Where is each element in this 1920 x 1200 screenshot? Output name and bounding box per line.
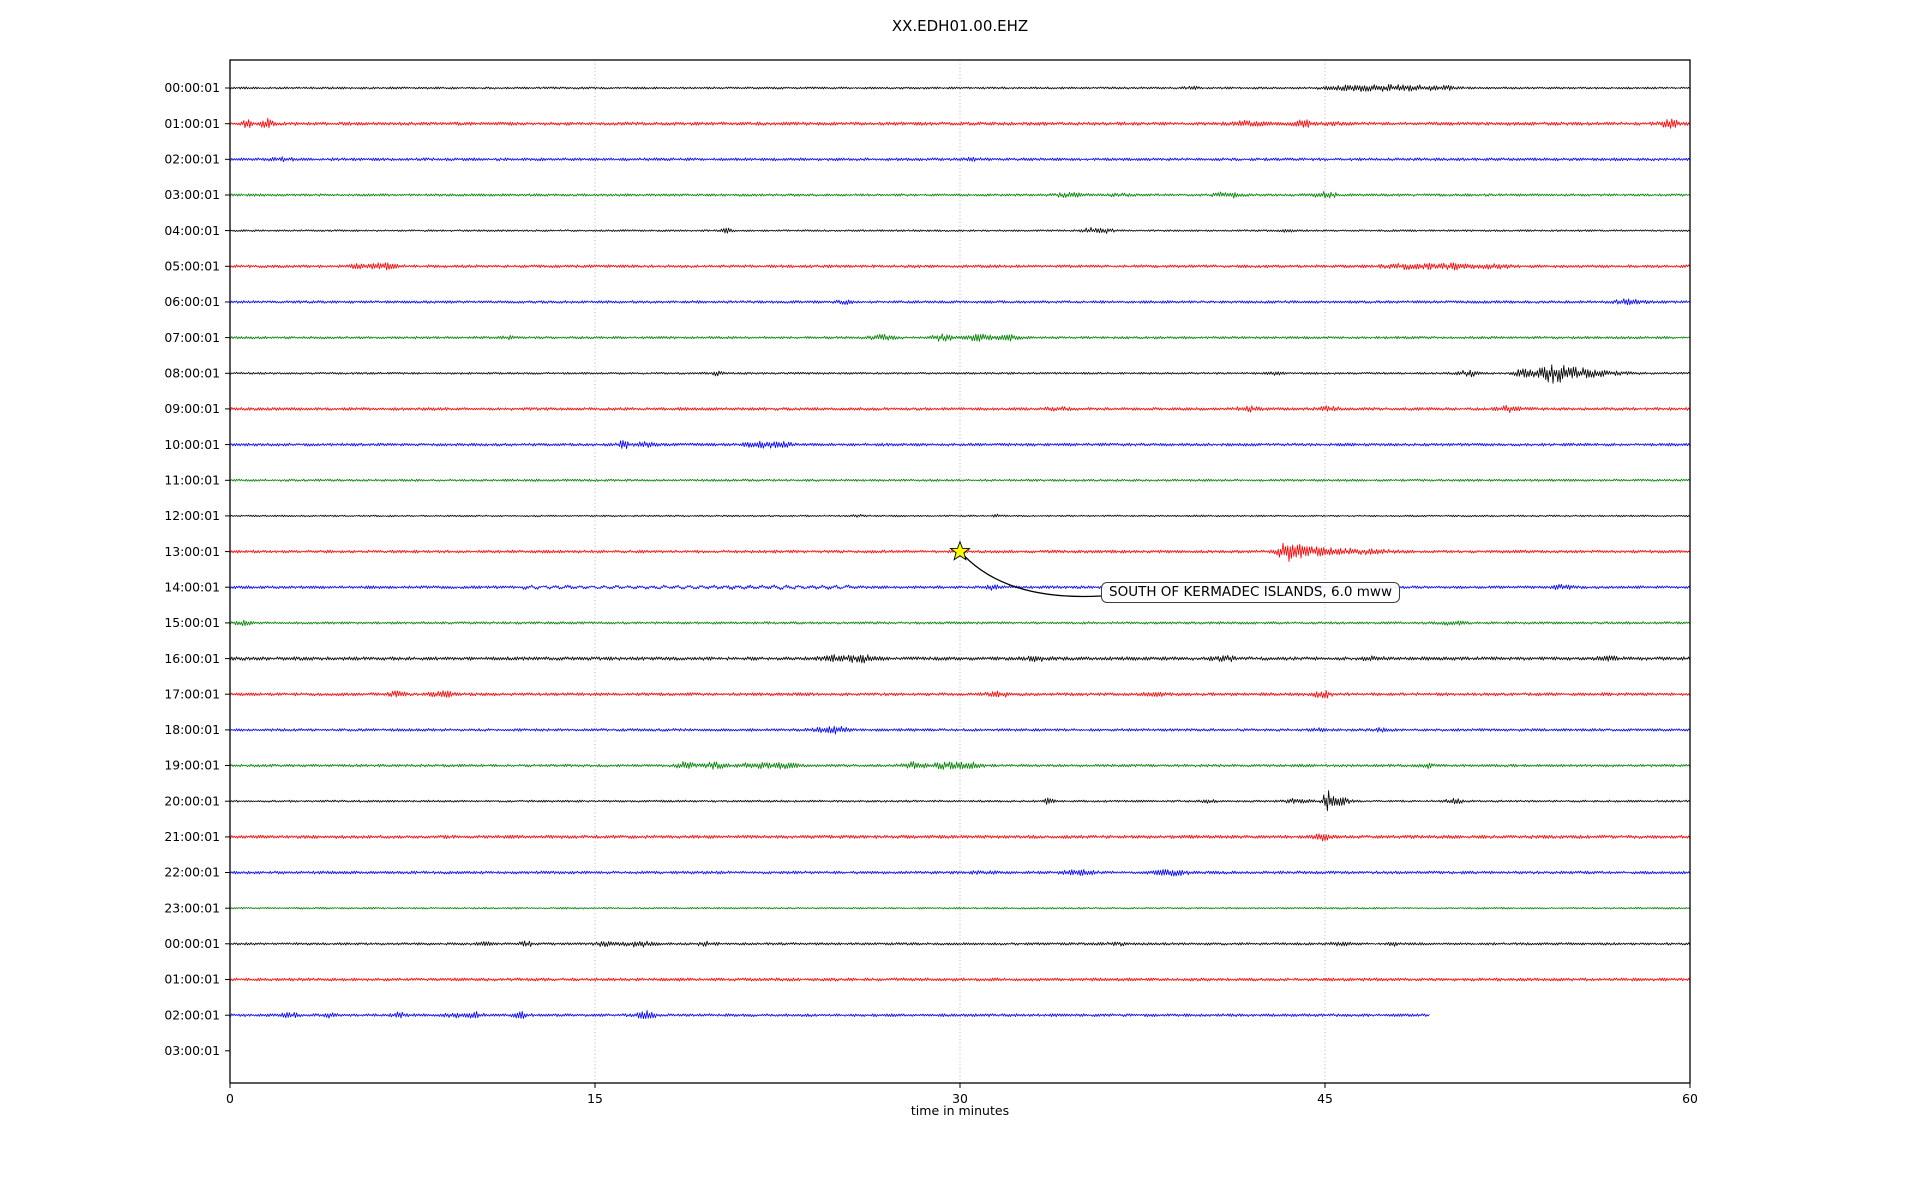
event-star-marker (949, 540, 971, 561)
trace-row-11 (229, 478, 1691, 482)
trace-row-6 (229, 298, 1691, 306)
x-tick-label: 45 (1317, 1091, 1333, 1106)
annotation-connector (963, 555, 1102, 598)
y-tick-label: 09:00:01 (164, 401, 220, 416)
trace-row-25 (229, 977, 1691, 982)
trace-row-20 (229, 790, 1691, 812)
y-tick-label: 02:00:01 (164, 152, 220, 167)
x-axis-label: time in minutes (910, 1103, 1010, 1118)
y-tick-label: 01:00:01 (164, 972, 220, 987)
y-tick-label: 08:00:01 (164, 366, 220, 381)
y-tick-label: 18:00:01 (164, 722, 220, 737)
traces (229, 84, 1691, 1020)
y-tick-label: 12:00:01 (164, 508, 220, 523)
y-tick-label: 03:00:01 (164, 1043, 220, 1058)
gridlines (594, 60, 1326, 1083)
trace-row-14 (229, 584, 1691, 591)
y-axis: 00:00:01 01:00:01 02:00:01 03:00:01 04:00:01… (164, 80, 230, 1058)
y-tick-label: 17:00:01 (164, 686, 220, 701)
y-tick-label: 13:00:01 (164, 544, 220, 559)
y-tick-label: 01:00:01 (164, 116, 220, 131)
trace-row-12 (229, 513, 1691, 518)
y-tick-label: 02:00:01 (164, 1007, 220, 1022)
trace-row-19 (229, 761, 1691, 770)
y-tick-label: 05:00:01 (164, 259, 220, 274)
y-tick-label: 00:00:01 (164, 936, 220, 951)
trace-row-5 (229, 262, 1691, 271)
x-tick-label: 0 (226, 1091, 234, 1106)
y-tick-label: 00:00:01 (164, 80, 220, 95)
y-tick-label: 15:00:01 (164, 615, 220, 630)
y-tick-label: 07:00:01 (164, 330, 220, 345)
trace-row-7 (229, 333, 1691, 342)
y-tick-label: 04:00:01 (164, 223, 220, 238)
trace-row-16 (229, 654, 1691, 664)
trace-row-15 (229, 619, 1691, 627)
trace-row-3 (229, 191, 1691, 199)
y-tick-label: 19:00:01 (164, 758, 220, 773)
event-annotation-label: SOUTH OF KERMADEC ISLANDS, 6.0 mww (1101, 582, 1400, 603)
trace-row-0 (229, 84, 1691, 92)
figure-title: XX.EDH01.00.EHZ (891, 17, 1029, 35)
y-tick-label: 23:00:01 (164, 900, 220, 915)
y-tick-label: 21:00:01 (164, 829, 220, 844)
trace-row-18 (229, 725, 1691, 735)
trace-row-17 (229, 690, 1691, 699)
y-tick-label: 06:00:01 (164, 294, 220, 309)
trace-row-4 (229, 227, 1691, 234)
trace-row-22 (229, 869, 1691, 877)
x-tick-label: 15 (587, 1091, 603, 1106)
trace-row-2 (229, 156, 1691, 163)
y-tick-label: 11:00:01 (164, 473, 220, 488)
trace-row-21 (229, 833, 1691, 842)
x-tick-label: 60 (1682, 1091, 1698, 1106)
trace-row-1 (229, 117, 1691, 129)
trace-row-26 (229, 1010, 1430, 1020)
y-tick-label: 20:00:01 (164, 793, 220, 808)
y-tick-label: 10:00:01 (164, 437, 220, 452)
x-tick-label: 30 (952, 1091, 968, 1106)
y-tick-label: 16:00:01 (164, 651, 220, 666)
trace-row-10 (229, 440, 1691, 450)
trace-row-8 (229, 364, 1691, 384)
y-tick-label: 22:00:01 (164, 865, 220, 880)
trace-row-24 (229, 940, 1691, 948)
trace-row-9 (229, 405, 1691, 414)
y-tick-label: 14:00:01 (164, 579, 220, 594)
x-axis: 0 15 30 45 60 (226, 1083, 1698, 1106)
y-tick-label: 03:00:01 (164, 187, 220, 202)
trace-row-23 (229, 906, 1691, 910)
